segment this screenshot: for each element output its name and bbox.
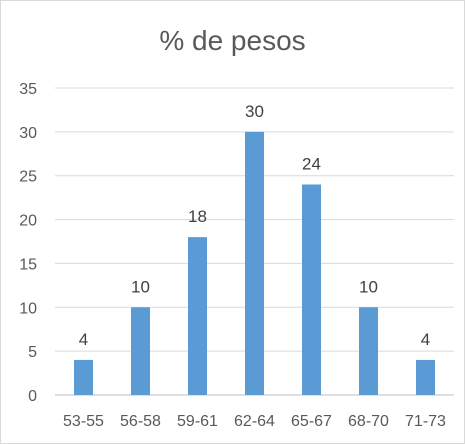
bar bbox=[245, 131, 264, 395]
y-tick-label: 5 bbox=[28, 344, 37, 361]
bar bbox=[359, 307, 378, 395]
data-label: 30 bbox=[245, 102, 264, 121]
x-tick-label: 71-73 bbox=[405, 413, 446, 430]
x-tick-label: 56-58 bbox=[120, 413, 161, 430]
x-tick-label: 65-67 bbox=[291, 413, 332, 430]
x-tick-label: 59-61 bbox=[177, 413, 218, 430]
x-tick-label: 53-55 bbox=[63, 413, 104, 430]
y-tick-label: 10 bbox=[19, 300, 37, 317]
data-label: 24 bbox=[302, 154, 321, 173]
y-tick-label: 15 bbox=[19, 256, 37, 273]
y-tick-label: 30 bbox=[19, 125, 37, 142]
chart-title: % de pesos bbox=[159, 25, 306, 56]
data-label: 10 bbox=[131, 277, 150, 296]
y-tick-label: 0 bbox=[28, 388, 37, 405]
y-tick-label: 25 bbox=[19, 169, 37, 186]
x-tick-label: 62-64 bbox=[234, 413, 275, 430]
x-tick-label: 68-70 bbox=[348, 413, 389, 430]
data-label: 4 bbox=[79, 330, 88, 349]
y-tick-label: 35 bbox=[19, 81, 37, 98]
bar bbox=[416, 359, 435, 395]
bar bbox=[74, 359, 93, 395]
bar bbox=[188, 237, 207, 395]
data-label: 10 bbox=[359, 277, 378, 296]
data-label: 4 bbox=[421, 330, 430, 349]
y-tick-label: 20 bbox=[19, 213, 37, 230]
data-label: 18 bbox=[188, 207, 207, 226]
bar bbox=[131, 307, 150, 395]
bar bbox=[302, 184, 321, 395]
